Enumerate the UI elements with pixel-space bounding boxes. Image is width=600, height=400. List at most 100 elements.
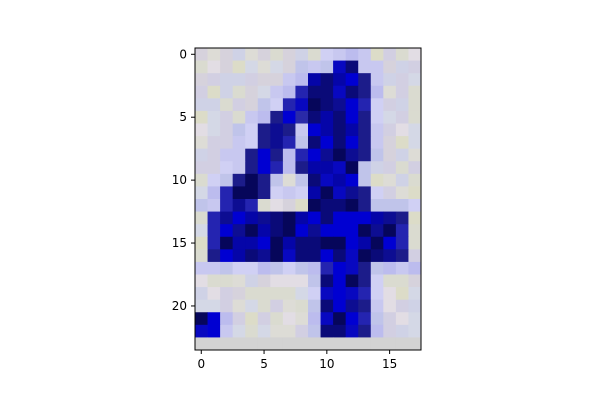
y-tick-label: 20 <box>172 299 187 313</box>
heatmap-cell <box>333 60 347 74</box>
heatmap-cell <box>358 224 372 238</box>
heatmap-cell <box>220 287 234 301</box>
heatmap-cell <box>358 287 372 301</box>
heatmap-cell <box>282 73 296 87</box>
heatmap-cell <box>207 60 221 74</box>
heatmap-cell <box>383 73 397 87</box>
heatmap-cell <box>282 261 296 275</box>
heatmap-cell <box>395 274 409 288</box>
heatmap-cell <box>232 236 246 250</box>
heatmap-cell <box>345 148 359 162</box>
heatmap-cell <box>257 123 271 137</box>
heatmap-cell <box>245 324 259 338</box>
heatmap-cell <box>333 287 347 301</box>
heatmap-cell <box>295 173 309 187</box>
heatmap-cell <box>370 249 384 263</box>
heatmap-cell <box>395 173 409 187</box>
heatmap-cell <box>333 312 347 326</box>
heatmap-cell <box>282 324 296 338</box>
heatmap-cell <box>383 161 397 175</box>
heatmap-cell <box>282 199 296 212</box>
heatmap-cell <box>370 186 384 200</box>
heatmap-cell <box>220 274 234 288</box>
heatmap-cell <box>308 148 321 162</box>
heatmap-cell <box>282 287 296 301</box>
heatmap-cell <box>295 186 309 200</box>
heatmap-cell <box>345 211 359 225</box>
heatmap-cell <box>220 123 234 137</box>
heatmap-cell <box>308 60 321 74</box>
heatmap-cell <box>308 85 321 99</box>
heatmap-cell <box>270 287 284 301</box>
heatmap-cell <box>333 337 347 351</box>
heatmap-cell <box>333 98 347 112</box>
heatmap-cell <box>395 261 409 275</box>
heatmap-cell <box>232 73 246 87</box>
heatmap-cell <box>282 211 296 225</box>
heatmap-cell <box>207 287 221 301</box>
heatmap-cell <box>320 73 334 87</box>
heatmap-cell <box>295 161 309 175</box>
heatmap-cell <box>408 236 422 250</box>
heatmap-cell <box>395 324 409 338</box>
heatmap-cell <box>345 48 359 61</box>
heatmap-cell <box>358 236 372 250</box>
heatmap-cell <box>320 236 334 250</box>
heatmap-cell <box>207 136 221 150</box>
heatmap-cell <box>257 161 271 175</box>
heatmap-cell <box>282 48 296 61</box>
heatmap-cell <box>383 148 397 162</box>
heatmap-cell <box>195 236 208 250</box>
heatmap-cell <box>383 173 397 187</box>
heatmap-cell <box>308 287 321 301</box>
heatmap-cell <box>232 261 246 275</box>
heatmap-cell <box>358 261 372 275</box>
heatmap-cell <box>257 224 271 238</box>
heatmap-cell <box>220 186 234 200</box>
heatmap-cell <box>395 60 409 74</box>
heatmap-cell <box>358 85 372 99</box>
heatmap-cell <box>295 136 309 150</box>
y-tick-label: 10 <box>172 173 187 187</box>
heatmap-cell <box>320 299 334 313</box>
heatmap-cell <box>257 98 271 112</box>
heatmap-cell <box>383 98 397 112</box>
heatmap-cell <box>345 236 359 250</box>
heatmap-cell <box>295 73 309 87</box>
heatmap-cell <box>195 161 208 175</box>
heatmap-cell <box>220 48 234 61</box>
heatmap-cell <box>308 199 321 212</box>
heatmap-cell <box>345 287 359 301</box>
heatmap-cell <box>295 148 309 162</box>
heatmap-cell <box>383 274 397 288</box>
heatmap-cell <box>270 337 284 351</box>
heatmap-cell <box>395 249 409 263</box>
heatmap-cell <box>333 324 347 338</box>
heatmap-cell <box>270 148 284 162</box>
heatmap-cell <box>345 123 359 137</box>
heatmap-cell <box>207 173 221 187</box>
heatmap-cell <box>333 224 347 238</box>
heatmap-cell <box>345 173 359 187</box>
heatmap-cell <box>220 211 234 225</box>
heatmap-cell <box>207 110 221 124</box>
heatmap-cell <box>270 261 284 275</box>
heatmap-cell <box>270 98 284 112</box>
heatmap-cell <box>257 186 271 200</box>
heatmap-cell <box>220 337 234 351</box>
x-tick-label: 10 <box>319 357 334 371</box>
heatmap-cell <box>308 186 321 200</box>
heatmap-cell <box>295 123 309 137</box>
heatmap-cell <box>370 236 384 250</box>
heatmap-cell <box>195 261 208 275</box>
heatmap-cell <box>408 324 422 338</box>
heatmap-cell <box>220 199 234 212</box>
heatmap-cell <box>270 236 284 250</box>
heatmap-cell <box>270 136 284 150</box>
heatmap-cell <box>395 211 409 225</box>
heatmap-cell <box>408 136 422 150</box>
heatmap-cell <box>207 249 221 263</box>
heatmap-cell <box>408 186 422 200</box>
heatmap-cell <box>320 161 334 175</box>
heatmap-cell <box>232 85 246 99</box>
